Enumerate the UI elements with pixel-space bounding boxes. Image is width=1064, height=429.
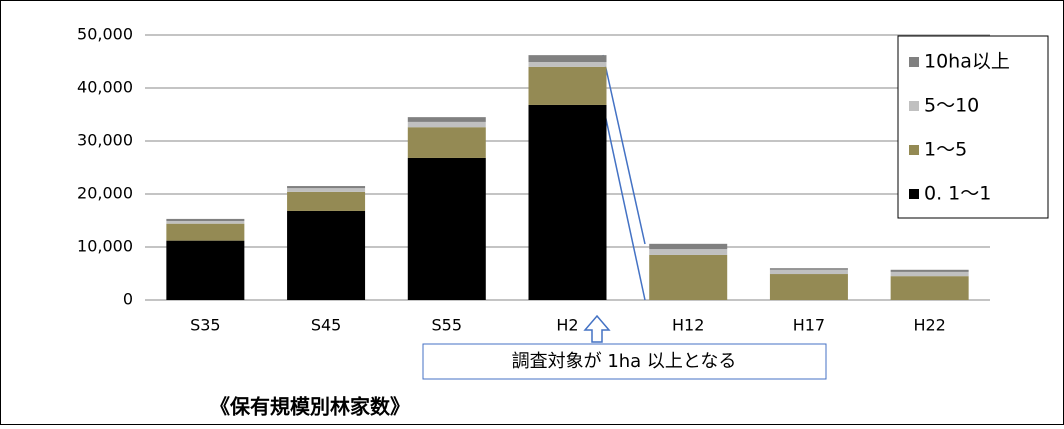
y-tick-label: 50,000 [77,25,133,44]
annotation-box [422,343,827,380]
bar-segment [287,210,366,300]
legend-box [897,35,1049,219]
bar-segment [769,268,848,270]
legend-label: 10ha以上 [924,51,1010,73]
bar-segment [649,249,728,255]
y-tick-label: 40,000 [77,78,133,97]
bar-segment [166,218,245,222]
y-tick-label: 0 [123,290,133,309]
legend-swatch [909,145,919,155]
x-tick-label: H17 [793,316,825,335]
bar-segment [890,271,969,277]
bar-segment [166,240,245,300]
y-tick-label: 30,000 [77,131,133,150]
bar-segment [407,127,486,158]
bar-segment [407,121,486,128]
legend-swatch [909,57,919,67]
legend-label: 0. 1～1 [924,183,991,205]
bar-segment [528,66,607,105]
x-tick-label: H2 [556,316,578,335]
x-tick-label: H12 [672,316,704,335]
bar-segment [166,223,245,241]
bar-segment [769,274,848,300]
bar-segment [890,269,969,272]
bar-segment [649,243,728,250]
bar-segment [287,191,366,211]
connector [602,54,646,245]
y-tick-label: 10,000 [77,237,133,256]
legend-label: 1～5 [924,139,967,161]
y-tick-label: 20,000 [77,184,133,203]
legend-swatch [909,101,919,111]
arrow [583,314,611,343]
legend-swatch [909,189,919,199]
bar-segment [407,157,486,300]
legend-label: 5～10 [924,95,979,117]
annotation: 調査対象が 1ha 以上となる [512,351,737,372]
bar-segment [528,55,607,63]
x-tick-label: S55 [432,316,463,335]
bar-segment [649,254,728,300]
x-tick-label: S35 [190,316,221,335]
bar-segment [287,188,366,192]
bar-segment [287,186,366,189]
bar-segment [166,221,245,224]
bar-segment [890,276,969,300]
bar-segment [407,117,486,122]
bar-segment [528,104,607,301]
x-tick-label: S45 [311,316,342,335]
x-tick-label: H22 [913,316,945,335]
chart-title: 《保有規模別林家数》 [210,395,410,419]
bar-segment [528,62,607,67]
connector [602,104,646,301]
bar-segment [769,269,848,275]
